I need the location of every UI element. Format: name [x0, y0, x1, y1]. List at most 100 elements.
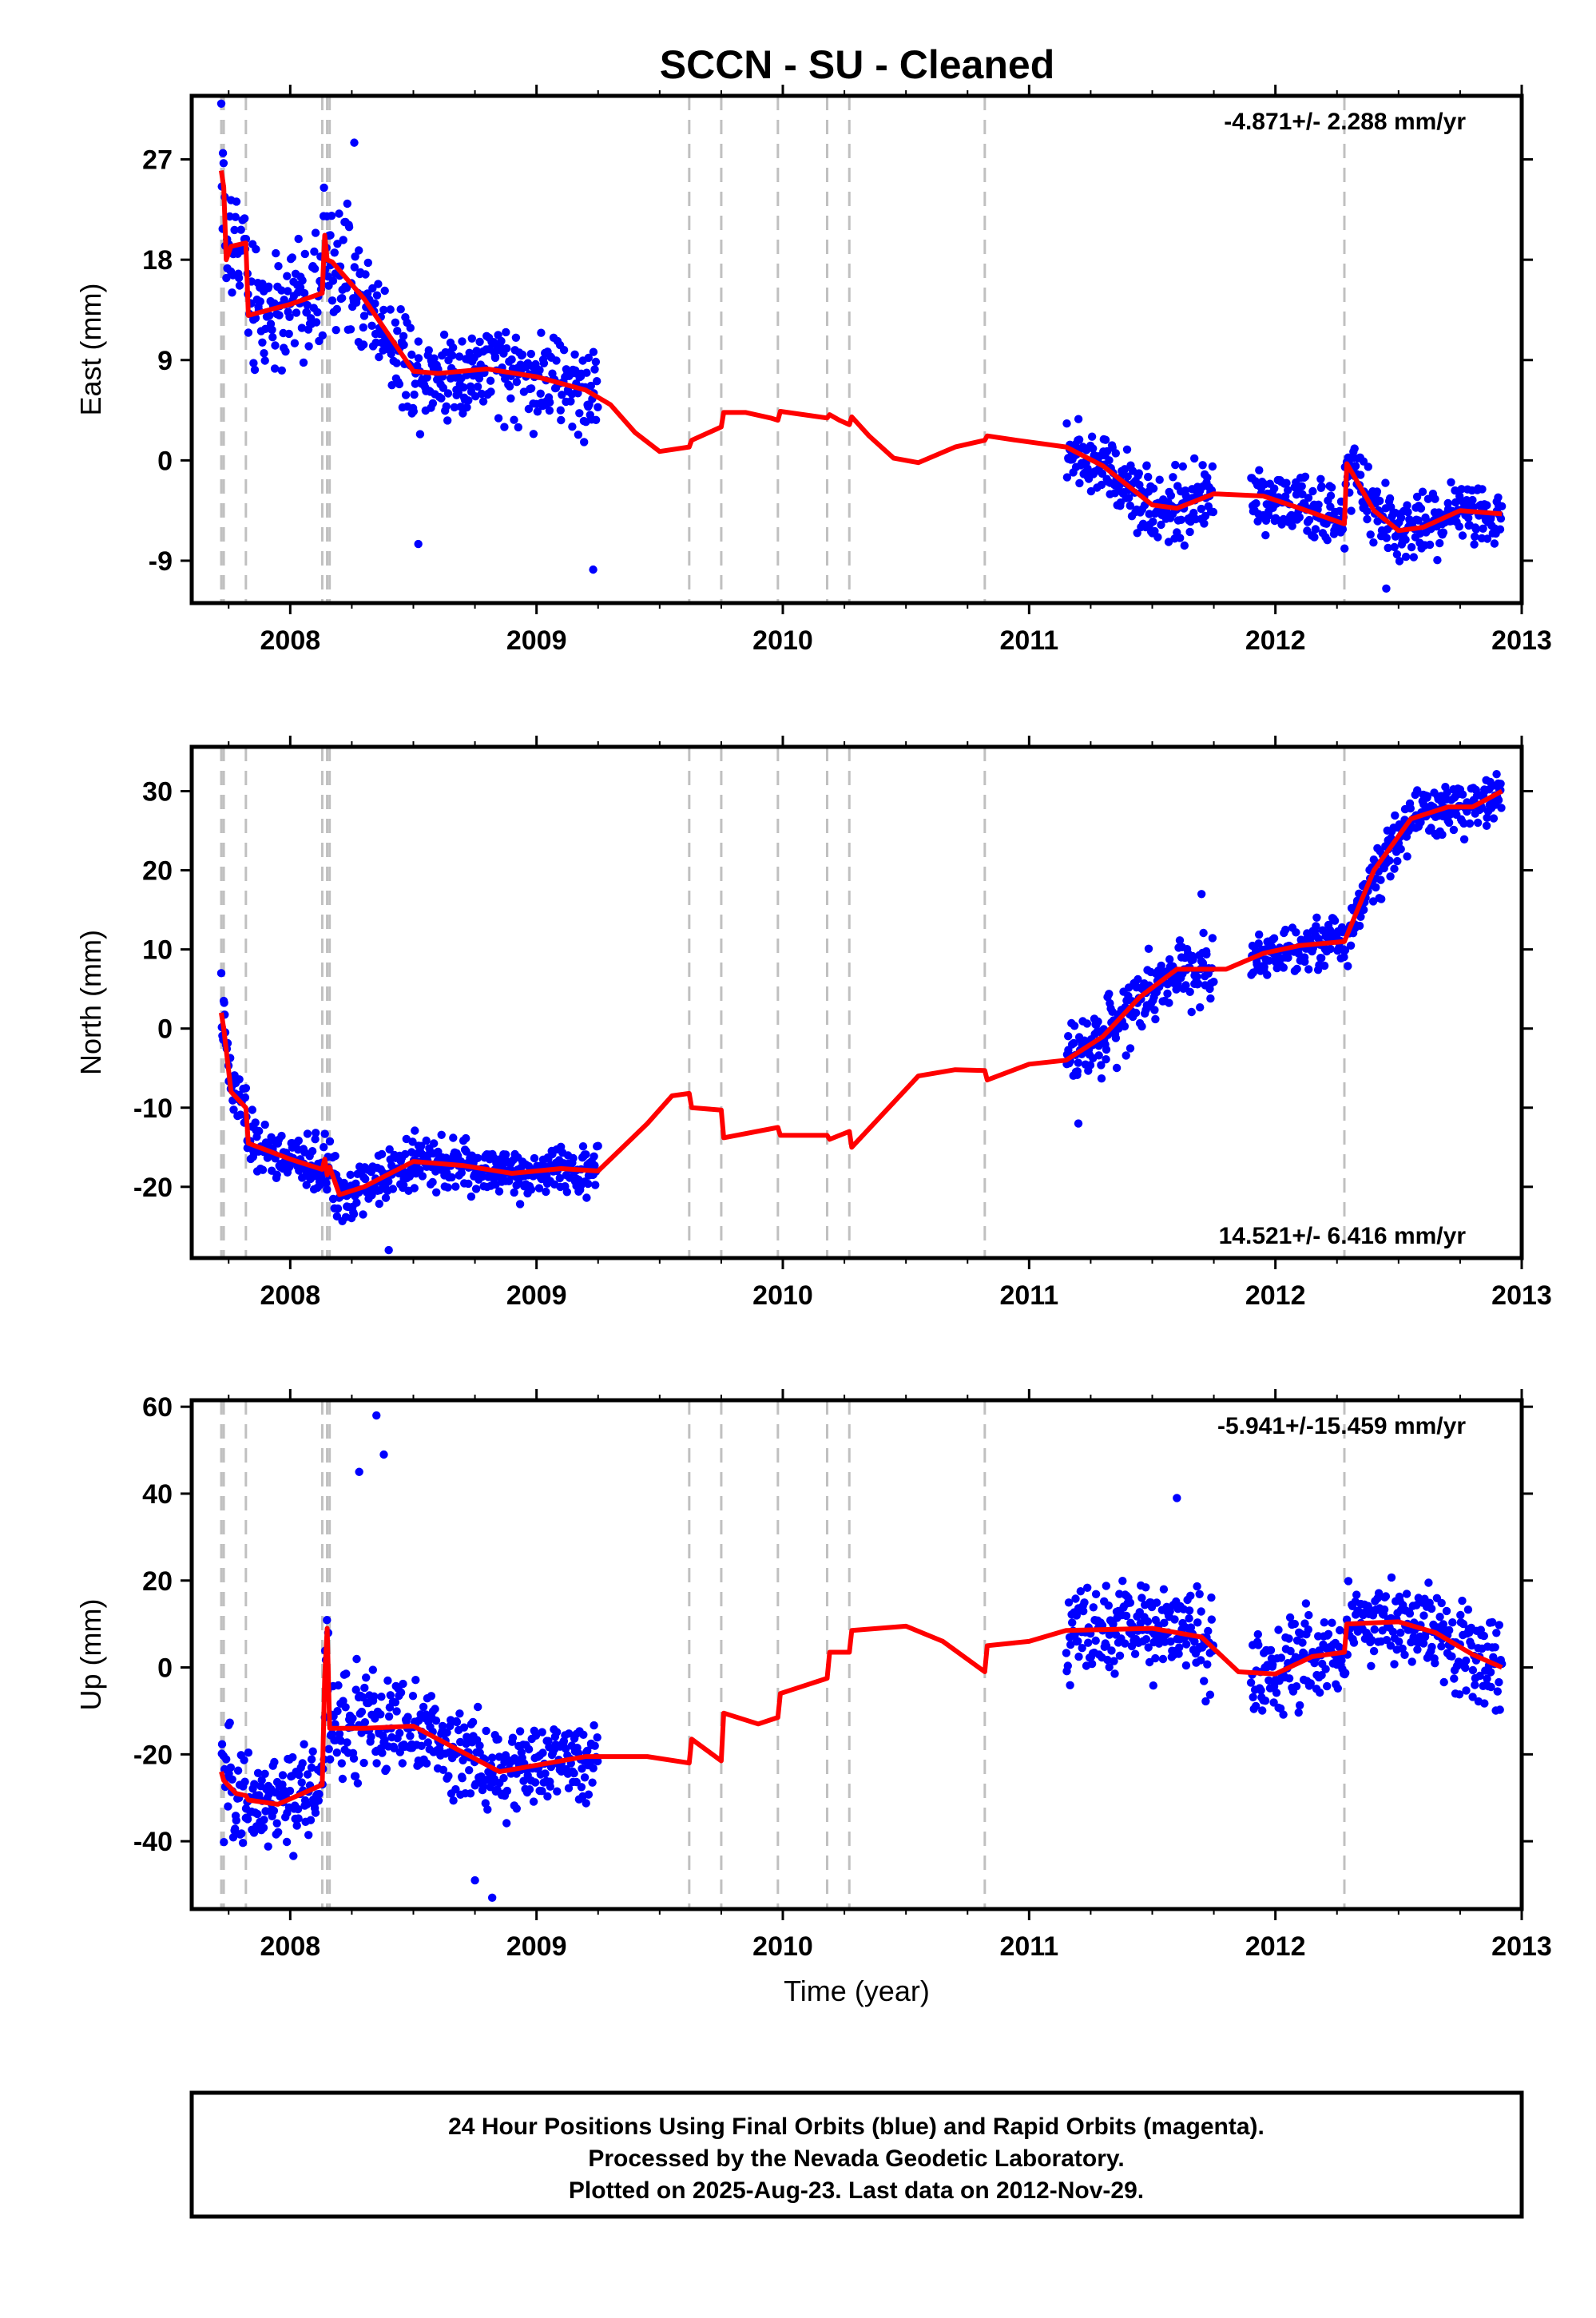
data-point: [1458, 1596, 1467, 1606]
outlier-point: [219, 996, 228, 1006]
data-point: [411, 1676, 420, 1685]
data-point: [1105, 456, 1114, 465]
data-point: [336, 1737, 345, 1745]
data-point: [1321, 1665, 1330, 1673]
data-point: [1174, 1649, 1183, 1658]
data-point: [511, 333, 521, 342]
data-point: [292, 308, 301, 317]
data-point: [456, 403, 465, 411]
data-point: [577, 1783, 586, 1792]
data-point: [1144, 1643, 1153, 1652]
data-point: [415, 1716, 423, 1725]
data-point: [579, 1730, 588, 1739]
outlier-point: [589, 565, 598, 574]
data-point: [1300, 957, 1309, 966]
data-point: [448, 351, 457, 360]
data-point: [251, 1118, 260, 1127]
outlier-point: [216, 99, 226, 108]
data-point: [1457, 485, 1466, 494]
data-point: [457, 1169, 466, 1177]
data-point: [1202, 950, 1211, 959]
data-point: [1330, 916, 1340, 925]
data-point: [368, 284, 377, 293]
data-point: [1178, 462, 1188, 471]
data-point: [1203, 1660, 1212, 1669]
data-point: [534, 1184, 544, 1193]
data-point: [447, 1173, 456, 1182]
data-point: [337, 1759, 346, 1768]
data-point: [458, 337, 466, 346]
data-point: [443, 1728, 451, 1737]
data-point: [1478, 485, 1487, 494]
data-point: [1294, 1708, 1303, 1717]
data-point: [1279, 963, 1288, 972]
data-point: [490, 353, 500, 363]
model-line: [219, 170, 1503, 534]
data-point: [1451, 486, 1459, 495]
data-points: [216, 770, 1506, 1255]
data-point: [1400, 1650, 1409, 1659]
data-point: [1445, 1625, 1454, 1635]
data-point: [1193, 972, 1201, 982]
data-point: [1482, 821, 1491, 831]
data-point: [1324, 1629, 1333, 1638]
data-point: [1149, 517, 1157, 526]
data-point: [1416, 818, 1425, 827]
data-point: [590, 1721, 598, 1730]
data-point: [294, 1814, 303, 1823]
data-point: [1475, 1671, 1484, 1681]
data-point: [351, 1685, 360, 1694]
data-point: [506, 394, 515, 403]
data-point: [1062, 419, 1071, 428]
x-tick-label: 2011: [999, 1280, 1058, 1311]
data-point: [1126, 501, 1135, 510]
data-point: [326, 231, 335, 240]
data-point: [344, 223, 354, 232]
data-point: [489, 338, 498, 347]
data-point: [260, 1816, 268, 1824]
data-point: [1363, 514, 1372, 524]
data-point: [1199, 928, 1208, 938]
data-point: [1439, 528, 1448, 537]
data-point: [1143, 1617, 1153, 1626]
data-point: [478, 1172, 487, 1181]
data-point: [265, 311, 274, 320]
data-point: [1437, 1598, 1446, 1608]
data-point: [1356, 470, 1365, 479]
x-tick-label: 2010: [752, 1280, 813, 1311]
data-point: [1105, 990, 1114, 998]
data-point: [431, 1705, 439, 1713]
data-point: [1459, 819, 1468, 828]
data-point: [278, 1780, 287, 1789]
data-point: [463, 1733, 471, 1741]
data-point: [241, 1084, 251, 1093]
data-point: [1270, 484, 1279, 493]
data-point: [217, 1740, 227, 1748]
data-point: [1160, 1618, 1169, 1628]
y-tick-label: -20: [133, 1173, 173, 1203]
data-point: [1395, 1637, 1403, 1646]
data-point: [277, 366, 286, 375]
data-point: [250, 1780, 259, 1788]
data-point: [335, 209, 343, 218]
data-point: [1391, 811, 1399, 820]
y-tick-label: 60: [142, 1392, 173, 1423]
data-point: [395, 379, 404, 389]
data-point: [228, 1775, 236, 1784]
data-point: [1356, 912, 1365, 922]
data-point: [459, 1756, 467, 1764]
data-point: [331, 1152, 339, 1161]
x-tick-label: 2010: [752, 1931, 813, 1962]
data-point: [1126, 1044, 1135, 1053]
y-tick-label: 40: [142, 1479, 173, 1510]
data-point: [410, 1184, 419, 1193]
data-point: [1468, 495, 1477, 505]
data-point: [505, 382, 514, 391]
x-tick-label: 2011: [999, 1931, 1058, 1962]
data-point: [1316, 1688, 1324, 1697]
data-point: [1161, 1637, 1169, 1646]
data-point: [574, 389, 582, 398]
data-point: [494, 1752, 504, 1761]
data-point: [423, 373, 431, 382]
data-point: [1076, 1587, 1086, 1596]
